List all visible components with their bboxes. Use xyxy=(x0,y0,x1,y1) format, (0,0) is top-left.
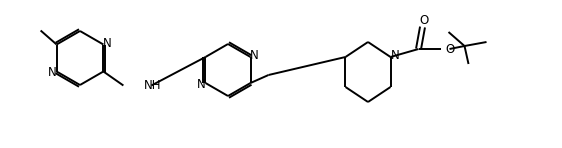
Text: NH: NH xyxy=(143,79,161,92)
Text: N: N xyxy=(391,49,400,62)
Text: N: N xyxy=(48,66,57,79)
Text: N: N xyxy=(197,78,206,91)
Text: N: N xyxy=(250,49,259,62)
Text: O: O xyxy=(419,13,428,26)
Text: O: O xyxy=(446,42,455,56)
Text: N: N xyxy=(103,37,112,50)
